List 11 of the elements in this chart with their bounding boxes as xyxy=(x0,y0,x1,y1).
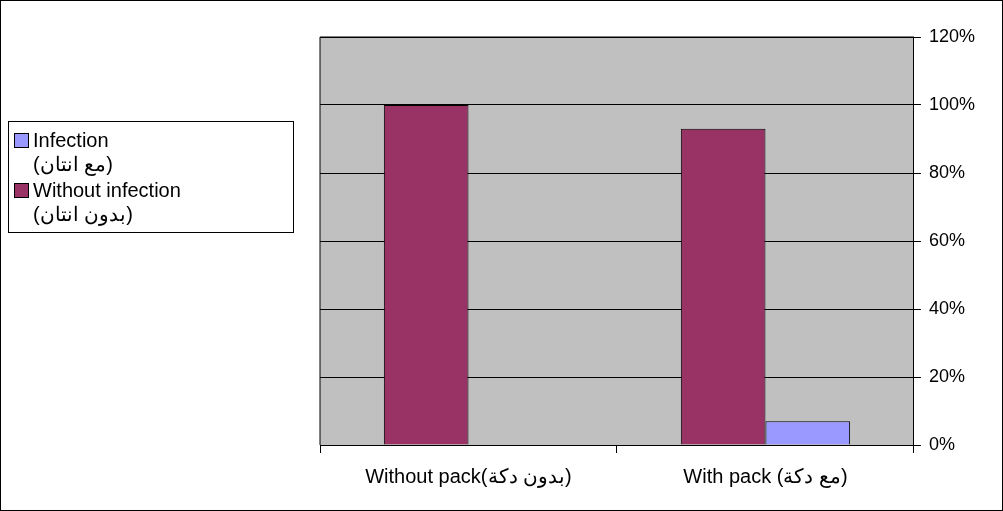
y-tick-label: 120% xyxy=(928,25,976,46)
y-tick-label: 100% xyxy=(928,93,976,114)
y-tick-label: 60% xyxy=(928,229,965,250)
y-tick-label: 20% xyxy=(928,365,965,386)
y-tick-label: 40% xyxy=(928,297,965,318)
y-tick-label: 0% xyxy=(928,433,955,454)
y-tick-label: 80% xyxy=(928,161,965,182)
legend-label: Infection (مع انتان) xyxy=(33,128,113,176)
x-tick-label: Without pack(بدون دكة) xyxy=(365,464,572,488)
legend-label: Without infection (بدون انتان) xyxy=(33,178,181,226)
x-tick-label: With pack (مع دكة) xyxy=(683,464,848,488)
